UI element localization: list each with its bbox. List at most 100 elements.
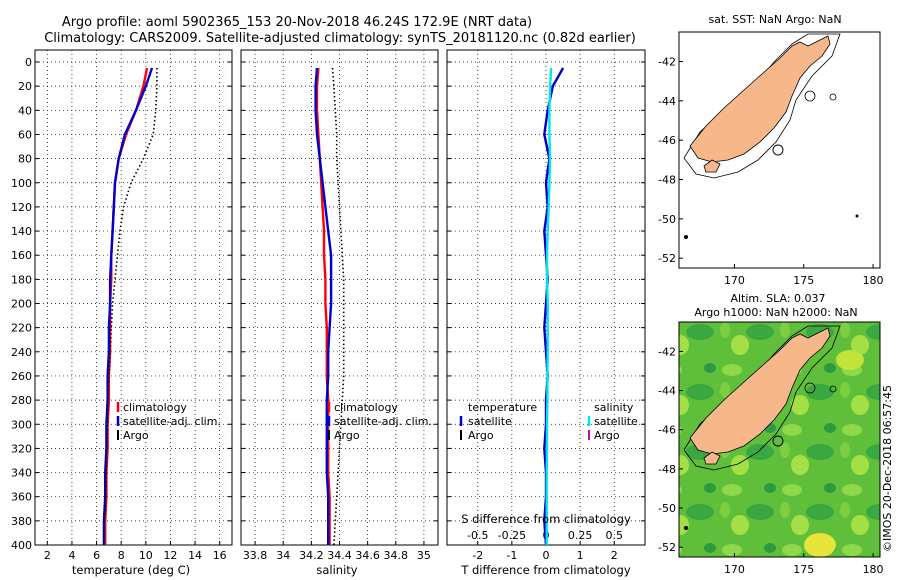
sst-map-island-d	[855, 214, 859, 218]
map-x-tick-label: 170	[724, 274, 745, 287]
sla-map-island-c	[684, 526, 688, 530]
sst-map-ticks: 170 175 180 -42 -44 -46 -48 -50 -52	[658, 56, 884, 288]
series-line-1-1	[314, 67, 333, 545]
x-tick-label: 34.6	[355, 549, 380, 562]
map-y-tick-label: -52	[658, 252, 676, 265]
y-tick-label: 260	[11, 370, 32, 383]
sla-map-hotspot	[804, 533, 836, 557]
x-tick-label: 4	[68, 549, 75, 562]
series-layer	[102, 67, 565, 545]
difference-xlabel: T difference from climatology	[460, 563, 631, 577]
temperature-xlabel: temperature (deg C)	[72, 563, 190, 577]
legend-label-argo-s: Argo	[334, 429, 360, 442]
x-tick-label: 35	[417, 549, 431, 562]
legend-label-s-satellite: satellite	[594, 415, 638, 428]
sst-map-land-stewart-island	[703, 159, 721, 173]
x-tick-label-s: -0.5	[467, 529, 488, 542]
legend-heading-temperature: temperature	[468, 401, 537, 414]
series-line-1-2	[331, 67, 345, 545]
difference-xlabel-top: S difference from climatology	[461, 512, 631, 526]
y-tick-label: 0	[25, 56, 32, 69]
x-tick-label: 34.2	[299, 549, 324, 562]
map-x-tick-label: 180	[863, 274, 884, 287]
map-y-tick-label: -42	[658, 345, 676, 358]
y-tick-label: 300	[11, 418, 32, 431]
x-tick-label: 34.8	[384, 549, 409, 562]
sla-map-frame	[678, 321, 881, 558]
sst-map-profile-marker	[772, 144, 784, 156]
imos-watermark: ©IMOS 20-Dec-2018 06:57:45	[881, 385, 894, 552]
y-tick-label: 380	[11, 515, 32, 528]
temperature-legend: climatology satellite-adj. clim. Argo	[116, 401, 221, 442]
sla-map-land-south-island	[689, 327, 831, 455]
map-y-tick-label: -52	[658, 541, 676, 554]
x-tick-label: 2	[611, 549, 618, 562]
map-y-tick-label: -50	[658, 213, 676, 226]
x-tick-label: 8	[118, 549, 125, 562]
y-tick-label: 280	[11, 394, 32, 407]
y-tick-label: 240	[11, 346, 32, 359]
temperature-axes	[34, 49, 233, 546]
y-tick-label: 340	[11, 467, 32, 480]
x-tick-label: 14	[188, 549, 202, 562]
sst-map-content	[683, 33, 859, 239]
y-tick-label: 200	[11, 298, 32, 311]
legend-label-satellite-adj: satellite-adj. clim.	[123, 415, 221, 428]
x-tick-label: 12	[163, 549, 177, 562]
sst-map-title: sat. SST: NaN Argo: NaN	[708, 13, 841, 26]
map-y-tick-label: -44	[658, 95, 676, 108]
sla-map-ticks: 170 175 180 -42 -44 -46 -48 -50 -52	[658, 345, 884, 576]
y-tick-label: 400	[11, 539, 32, 552]
x-tick-label-s: 0.5	[606, 529, 624, 542]
figure-title-line2: Climatology: CARS2009. Satellite-adjuste…	[44, 31, 636, 46]
map-x-tick-label: 180	[863, 563, 884, 576]
series-line-2-1	[545, 67, 553, 545]
x-tick-label-s: 0.25	[568, 529, 593, 542]
sla-map-yellow-patch	[836, 350, 864, 370]
salinity-legend: climatology satellite-adj. clim. Argo	[327, 401, 432, 442]
legend-label-s-argo: Argo	[594, 429, 620, 442]
x-tick-label: 16	[213, 549, 227, 562]
legend-label-t-argo: Argo	[468, 429, 494, 442]
sst-map-island-b	[829, 93, 837, 101]
legend-label-climatology: climatology	[123, 401, 187, 414]
x-tick-label: 10	[139, 549, 153, 562]
x-tick-label: 0	[543, 549, 550, 562]
grid-layer	[35, 50, 645, 546]
y-tick-label: 360	[11, 491, 32, 504]
sla-map-island-b	[829, 385, 837, 393]
legend-heading-salinity: salinity	[594, 401, 634, 414]
x-tick-label: 34	[276, 549, 290, 562]
sla-map-land-stewart-island	[703, 451, 721, 465]
y-tick-label: 180	[11, 273, 32, 286]
x-tick-label-s: -0.25	[498, 529, 526, 542]
series-line-0-0	[103, 67, 149, 545]
y-tick-label: 160	[11, 249, 32, 262]
y-tick-label: 120	[11, 201, 32, 214]
map-x-tick-label: 175	[793, 563, 814, 576]
map-y-tick-label: -50	[658, 502, 676, 515]
y-tick-label: 80	[18, 153, 32, 166]
map-y-tick-label: -44	[658, 385, 676, 398]
legend-label-argo: Argo	[123, 429, 149, 442]
tick-layer: 2 4 6 8 10 12 14 160204060801001201401601802002…	[11, 56, 645, 562]
map-x-tick-label: 170	[724, 563, 745, 576]
map-y-tick-label: -48	[658, 463, 676, 476]
series-line-0-2	[103, 68, 158, 545]
salinity-xlabel: salinity	[316, 563, 357, 577]
map-x-tick-label: 175	[793, 274, 814, 287]
legend-label-climatology-s: climatology	[334, 401, 398, 414]
y-tick-label: 100	[11, 177, 32, 190]
y-tick-label: 140	[11, 225, 32, 238]
x-tick-label: 1	[577, 549, 584, 562]
sla-map-title-1: Altim. SLA: 0.037	[730, 292, 825, 305]
sla-map-profile-marker	[772, 435, 784, 447]
x-tick-label: 34.4	[327, 549, 352, 562]
map-y-tick-label: -42	[658, 56, 676, 69]
series-line-0-1	[102, 67, 154, 545]
y-tick-label: 20	[18, 80, 32, 93]
legend-label-t-satellite: satellite	[468, 415, 512, 428]
series-line-2-0	[543, 67, 565, 545]
map-y-tick-label: -46	[658, 134, 676, 147]
